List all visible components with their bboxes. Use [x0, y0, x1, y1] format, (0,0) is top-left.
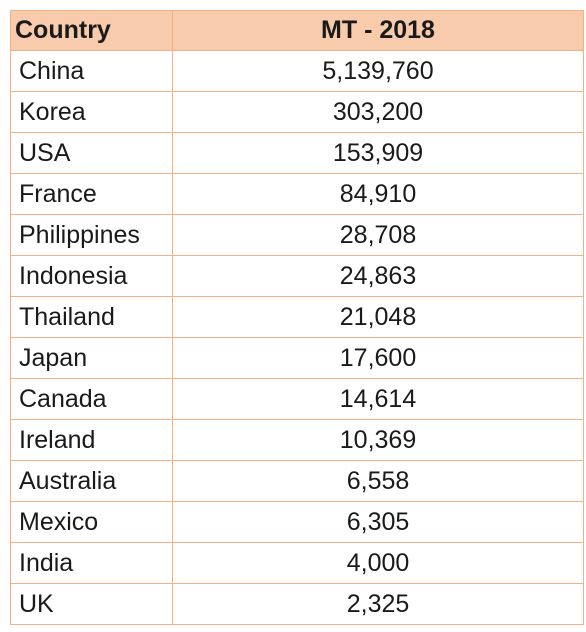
table-row: France 84,910 — [10, 173, 584, 215]
value-cell: 6,558 — [172, 460, 584, 502]
value-cell: 14,614 — [172, 378, 584, 420]
country-cell: Australia — [10, 460, 173, 502]
country-cell: UK — [10, 583, 173, 625]
data-table-container: Country MT - 2018 China 5,139,760 Korea … — [10, 10, 584, 625]
table-row: USA 153,909 — [10, 132, 584, 174]
value-cell: 303,200 — [172, 91, 584, 133]
table-row: Indonesia 24,863 — [10, 255, 584, 297]
country-cell: Thailand — [10, 296, 173, 338]
value-cell: 84,910 — [172, 173, 584, 215]
value-cell: 2,325 — [172, 583, 584, 625]
table-body: China 5,139,760 Korea 303,200 USA 153,90… — [10, 50, 584, 625]
country-cell: Japan — [10, 337, 173, 379]
table-row: Mexico 6,305 — [10, 501, 584, 543]
country-column-header: Country — [10, 10, 173, 51]
value-cell: 5,139,760 — [172, 50, 584, 92]
table-row: China 5,139,760 — [10, 50, 584, 92]
country-cell: France — [10, 173, 173, 215]
table-header: Country MT - 2018 — [10, 10, 584, 51]
country-cell: Mexico — [10, 501, 173, 543]
table-row: Japan 17,600 — [10, 337, 584, 379]
table-row: Australia 6,558 — [10, 460, 584, 502]
country-cell: Indonesia — [10, 255, 173, 297]
value-cell: 10,369 — [172, 419, 584, 461]
country-cell: Korea — [10, 91, 173, 133]
value-cell: 21,048 — [172, 296, 584, 338]
value-cell: 6,305 — [172, 501, 584, 543]
value-cell: 153,909 — [172, 132, 584, 174]
country-cell: India — [10, 542, 173, 584]
table-row: UK 2,325 — [10, 583, 584, 625]
value-column-header: MT - 2018 — [172, 10, 584, 51]
value-cell: 28,708 — [172, 214, 584, 256]
table-row: Philippines 28,708 — [10, 214, 584, 256]
table-row: India 4,000 — [10, 542, 584, 584]
table-row: Korea 303,200 — [10, 91, 584, 133]
table-row: Thailand 21,048 — [10, 296, 584, 338]
value-cell: 4,000 — [172, 542, 584, 584]
country-cell: Philippines — [10, 214, 173, 256]
value-cell: 24,863 — [172, 255, 584, 297]
country-cell: USA — [10, 132, 173, 174]
country-production-table: Country MT - 2018 China 5,139,760 Korea … — [10, 10, 584, 625]
table-row: Canada 14,614 — [10, 378, 584, 420]
country-cell: Canada — [10, 378, 173, 420]
header-row: Country MT - 2018 — [10, 10, 584, 51]
country-cell: Ireland — [10, 419, 173, 461]
value-cell: 17,600 — [172, 337, 584, 379]
country-cell: China — [10, 50, 173, 92]
table-row: Ireland 10,369 — [10, 419, 584, 461]
